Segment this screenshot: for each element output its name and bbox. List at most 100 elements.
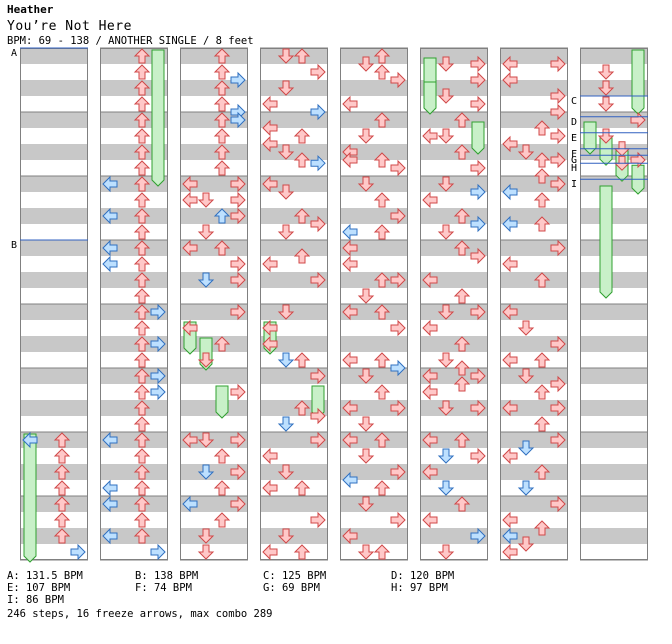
step-arrow-up [453, 376, 471, 392]
step-arrow-up [133, 240, 151, 256]
step-arrow-right [470, 95, 486, 113]
step-arrow-up [453, 240, 471, 256]
step-arrow-down [357, 448, 375, 464]
step-arrow-right [230, 495, 246, 513]
beat-stripe [580, 80, 648, 96]
step-arrow-up [373, 152, 391, 168]
step-arrow-down [277, 48, 295, 64]
beat-stripe [100, 176, 168, 192]
step-arrow-down [437, 88, 455, 104]
beat-stripe [420, 144, 488, 160]
bpm-change-label: E [571, 133, 577, 144]
step-arrow-left [262, 447, 278, 465]
beat-stripe [500, 48, 568, 64]
beat-stripe [420, 208, 488, 224]
step-arrow-left [502, 303, 518, 321]
step-arrow-left [422, 271, 438, 289]
step-arrow-up [453, 360, 471, 376]
beat-stripe [180, 208, 248, 224]
step-arrow-down [597, 64, 615, 80]
step-arrow-up [373, 480, 391, 496]
step-arrow-up [373, 544, 391, 560]
beat-stripe [260, 528, 328, 544]
bpm-change-label: D [571, 117, 577, 128]
chart-info: BPM: 69 - 138 / ANOTHER SINGLE / 8 feet [7, 35, 254, 47]
beat-stripe [20, 272, 88, 288]
step-arrow-up [133, 368, 151, 384]
bpm-change-label: B [11, 240, 17, 251]
column-border [260, 48, 328, 560]
step-arrow-left [502, 511, 518, 529]
step-arrow-right [550, 375, 566, 393]
step-arrow-left [342, 95, 358, 113]
beat-stripe [580, 240, 648, 256]
beat-stripe [340, 528, 408, 544]
column-border [580, 48, 648, 560]
freeze-arrow [599, 185, 613, 299]
step-arrow-left [262, 479, 278, 497]
step-arrow-right [310, 511, 326, 529]
beat-stripe [420, 272, 488, 288]
step-arrow-up [133, 496, 151, 512]
step-arrow-down [437, 400, 455, 416]
step-arrow-up [133, 352, 151, 368]
beat-stripe [420, 48, 488, 64]
beat-stripe [260, 304, 328, 320]
step-arrow-up [293, 480, 311, 496]
beat-stripe [500, 176, 568, 192]
step-arrow-left [502, 543, 518, 561]
beat-stripe [180, 464, 248, 480]
step-arrow-up [133, 224, 151, 240]
step-arrow-up [533, 384, 551, 400]
beat-stripe [420, 112, 488, 128]
step-arrow-up [133, 448, 151, 464]
bpm-legend-d: D: 120 BPM [391, 570, 455, 582]
step-arrow-left [342, 303, 358, 321]
step-arrow-up [213, 336, 231, 352]
step-arrow-left [342, 431, 358, 449]
step-arrow-up [373, 272, 391, 288]
beat-stripe [260, 176, 328, 192]
step-arrow-down [197, 272, 215, 288]
step-arrow-left [342, 399, 358, 417]
step-arrow-right [150, 303, 166, 321]
step-arrow-down [277, 80, 295, 96]
step-arrow-up [293, 208, 311, 224]
step-arrow-left [422, 463, 438, 481]
step-arrow-down [437, 352, 455, 368]
beat-stripe [420, 496, 488, 512]
step-arrow-down [437, 176, 455, 192]
freeze-arrow [23, 433, 37, 563]
step-arrow-up [373, 384, 391, 400]
step-arrow-left [342, 151, 358, 169]
step-arrow-down [437, 480, 455, 496]
step-arrow-up [213, 64, 231, 80]
step-arrow-up [533, 520, 551, 536]
step-arrow-up [293, 400, 311, 416]
step-arrow-left [182, 191, 198, 209]
beat-stripe [100, 432, 168, 448]
step-arrow-up [533, 216, 551, 232]
beat-stripe [580, 496, 648, 512]
step-arrow-up [133, 304, 151, 320]
beat-stripe [340, 176, 408, 192]
beat-stripe [20, 368, 88, 384]
step-arrow-down [517, 320, 535, 336]
beat-stripe [180, 240, 248, 256]
beat-stripe [340, 496, 408, 512]
step-arrow-left [102, 255, 118, 273]
step-arrow-up [533, 416, 551, 432]
step-arrow-right [230, 207, 246, 225]
step-arrow-right [470, 71, 486, 89]
freeze-arrow [151, 49, 165, 187]
beat-stripe [180, 176, 248, 192]
step-arrow-right [230, 111, 246, 129]
beat-stripe [20, 176, 88, 192]
step-arrow-left [182, 431, 198, 449]
beat-stripe [180, 48, 248, 64]
step-arrow-down [197, 224, 215, 240]
step-arrow-right [310, 63, 326, 81]
beat-stripe [580, 432, 648, 448]
step-arrow-up [213, 480, 231, 496]
beat-stripe [340, 304, 408, 320]
